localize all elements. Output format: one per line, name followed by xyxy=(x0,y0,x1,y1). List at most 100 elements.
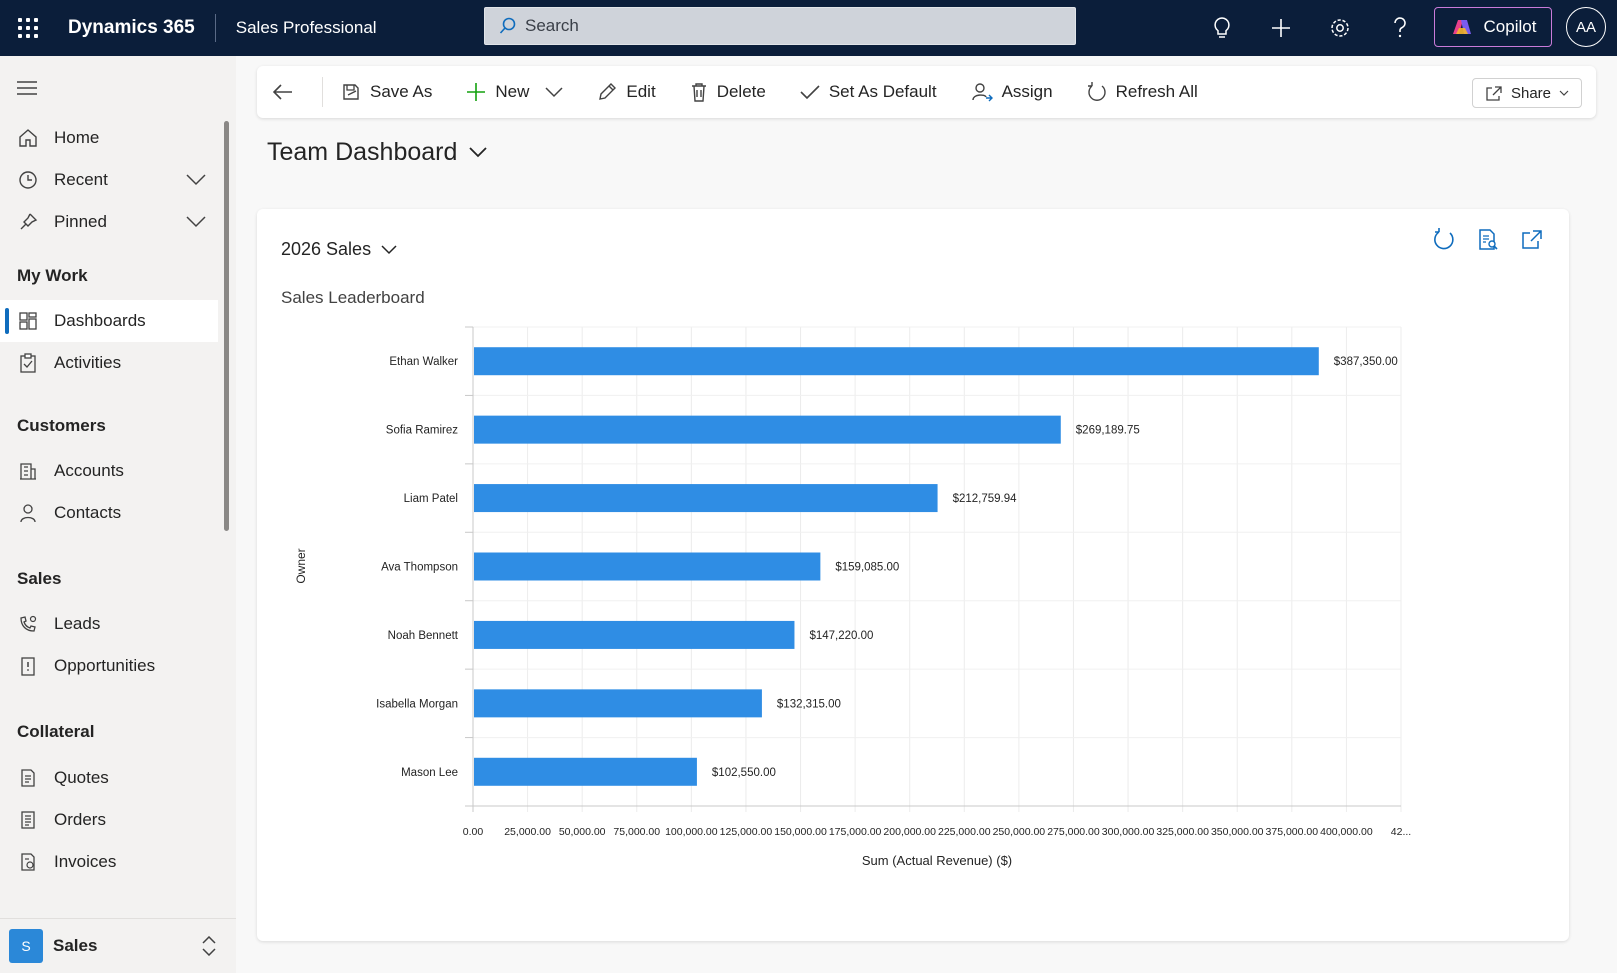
sidebar-item-label: Pinned xyxy=(54,212,107,231)
assign-label: Assign xyxy=(1001,82,1053,101)
share-button[interactable]: Share xyxy=(1472,78,1582,108)
refresh-icon[interactable] xyxy=(1431,227,1457,253)
sidebar-item-label: Invoices xyxy=(54,852,117,871)
nav-group-my-work: My Work xyxy=(17,266,88,285)
page-title[interactable]: Team Dashboard xyxy=(267,138,488,167)
sidebar-item-home[interactable]: Home xyxy=(0,117,218,159)
share-icon xyxy=(1486,86,1502,101)
x-tick-label: 125,000.00 xyxy=(720,826,773,838)
chevron-down-icon[interactable] xyxy=(186,213,206,233)
bar[interactable] xyxy=(474,484,938,513)
sidebar-item-leads[interactable]: Leads xyxy=(0,603,218,645)
category-label: Liam Patel xyxy=(404,493,458,505)
clock-icon xyxy=(17,169,39,191)
brand-name[interactable]: Dynamics 365 xyxy=(68,17,195,38)
data-label: $132,315.00 xyxy=(777,698,841,710)
refresh-icon xyxy=(1087,82,1106,101)
new-button[interactable]: New xyxy=(466,82,563,102)
save-as-button[interactable]: Save As xyxy=(341,82,432,102)
sidebar-item-label: Recent xyxy=(54,170,108,189)
chart-card: 2026 Sales Sales Leaderboard 0.00 25,000.… xyxy=(257,209,1569,941)
chart-title: Sales Leaderboard xyxy=(281,288,425,307)
back-button[interactable] xyxy=(273,84,302,100)
set-default-button[interactable]: Set As Default xyxy=(800,82,937,102)
chevron-up-down-icon[interactable] xyxy=(202,935,216,961)
chevron-down-icon xyxy=(469,147,488,158)
sidebar-item-quotes[interactable]: Quotes xyxy=(0,757,218,799)
copilot-label: Copilot xyxy=(1483,17,1537,36)
search-input[interactable]: Search xyxy=(484,7,1076,45)
sidebar-item-invoices[interactable]: Invoices xyxy=(0,841,218,883)
bar[interactable] xyxy=(474,347,1319,376)
refresh-all-button[interactable]: Refresh All xyxy=(1087,82,1198,102)
search-icon xyxy=(499,17,516,34)
x-tick-label: 350,000.00 xyxy=(1211,826,1264,838)
x-tick-label: 275,000.00 xyxy=(1047,826,1100,838)
delete-button[interactable]: Delete xyxy=(690,82,766,102)
sidebar-item-label: Home xyxy=(54,128,100,147)
nav-group-customers: Customers xyxy=(17,416,106,435)
sidebar-item-opportunities[interactable]: Opportunities xyxy=(0,645,218,687)
sidebar-scrollbar[interactable] xyxy=(224,121,229,531)
gear-icon[interactable] xyxy=(1324,12,1356,44)
building-icon xyxy=(17,460,39,482)
data-label: $159,085.00 xyxy=(835,562,899,574)
command-separator xyxy=(322,77,323,107)
chevron-down-icon xyxy=(381,244,397,254)
bar[interactable] xyxy=(474,757,697,786)
card-toolbar xyxy=(1431,227,1545,253)
chevron-down-icon[interactable] xyxy=(545,86,563,98)
area-switcher[interactable]: S Sales xyxy=(0,918,236,973)
view-records-icon[interactable] xyxy=(1475,227,1501,253)
y-axis-title: Owner xyxy=(294,548,308,583)
bar[interactable] xyxy=(474,552,821,581)
x-tick-label: 325,000.00 xyxy=(1156,826,1209,838)
data-label: $387,350.00 xyxy=(1334,356,1398,368)
nav-group-collateral: Collateral xyxy=(17,722,95,741)
sidebar-item-orders[interactable]: Orders xyxy=(0,799,218,841)
assign-button[interactable]: Assign xyxy=(971,82,1053,102)
edit-button[interactable]: Edit xyxy=(597,82,656,102)
data-label: $212,759.94 xyxy=(953,493,1018,505)
plus-icon[interactable] xyxy=(1265,12,1297,44)
pin-icon xyxy=(17,211,39,233)
bar-chart: 0.00 25,000.00 50,000.00 75,000.00 100,000.0… xyxy=(294,326,1411,868)
sidebar: Home Recent Pinned My Work Dashboards Ac… xyxy=(0,56,236,973)
save-as-icon xyxy=(343,84,359,100)
back-arrow-icon xyxy=(273,84,292,100)
help-icon[interactable] xyxy=(1384,12,1416,44)
view-selector[interactable]: 2026 Sales xyxy=(281,239,397,260)
refresh-all-label: Refresh All xyxy=(1115,82,1198,101)
copilot-button[interactable]: Copilot xyxy=(1434,7,1552,47)
sidebar-item-dashboards[interactable]: Dashboards xyxy=(0,300,218,342)
expand-icon[interactable] xyxy=(1519,227,1545,253)
sidebar-item-pinned[interactable]: Pinned xyxy=(0,201,218,243)
x-tick-label: 0.00 xyxy=(463,826,484,838)
main-area: Save As New Edit Delete Set As Default A… xyxy=(236,56,1617,973)
data-label: $147,220.00 xyxy=(809,630,873,642)
bar[interactable] xyxy=(474,415,1061,444)
set-default-label: Set As Default xyxy=(828,82,937,101)
sidebar-item-label: Dashboards xyxy=(54,311,146,330)
sidebar-item-label: Quotes xyxy=(54,768,109,787)
chevron-down-icon xyxy=(1559,90,1569,96)
sidebar-item-contacts[interactable]: Contacts xyxy=(0,492,218,534)
x-tick-label: 250,000.00 xyxy=(993,826,1046,838)
hamburger-icon[interactable] xyxy=(17,81,37,100)
bar[interactable] xyxy=(474,689,762,718)
sidebar-item-label: Leads xyxy=(54,614,101,633)
view-name: 2026 Sales xyxy=(281,239,372,259)
lightbulb-icon[interactable] xyxy=(1206,12,1238,44)
category-label: Sofia Ramirez xyxy=(386,425,458,437)
app-name[interactable]: Sales Professional xyxy=(235,18,377,37)
person-icon xyxy=(17,502,39,524)
x-tick-label: 300,000.00 xyxy=(1102,826,1155,838)
sidebar-item-activities[interactable]: Activities xyxy=(0,342,218,384)
sidebar-item-recent[interactable]: Recent xyxy=(0,159,218,201)
waffle-icon[interactable] xyxy=(0,0,56,56)
avatar[interactable]: AA xyxy=(1566,7,1606,47)
sidebar-item-accounts[interactable]: Accounts xyxy=(0,450,218,492)
bar[interactable] xyxy=(474,620,795,649)
data-label: $269,189.75 xyxy=(1076,425,1140,437)
chevron-down-icon[interactable] xyxy=(186,171,206,191)
